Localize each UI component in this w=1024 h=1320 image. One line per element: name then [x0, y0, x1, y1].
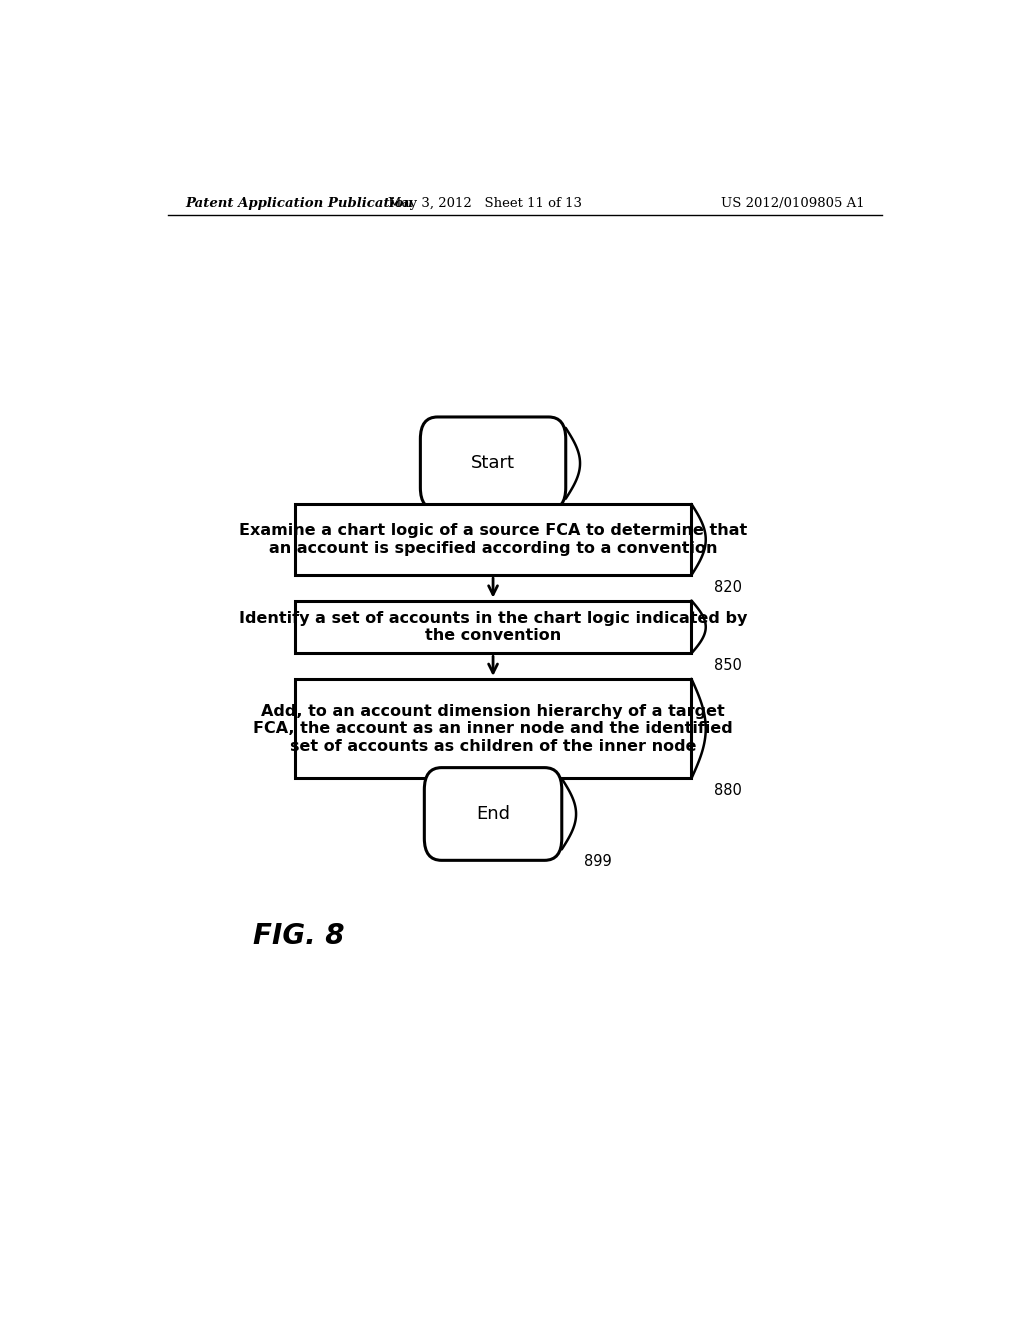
Text: US 2012/0109805 A1: US 2012/0109805 A1 [721, 197, 864, 210]
Text: Start: Start [471, 454, 515, 473]
Text: 880: 880 [714, 784, 741, 799]
Text: End: End [476, 805, 510, 822]
Text: May 3, 2012   Sheet 11 of 13: May 3, 2012 Sheet 11 of 13 [388, 197, 582, 210]
Text: 850: 850 [714, 659, 741, 673]
Text: Examine a chart logic of a source FCA to determine that
an account is specified : Examine a chart logic of a source FCA to… [239, 523, 748, 556]
FancyBboxPatch shape [295, 601, 691, 653]
FancyBboxPatch shape [295, 504, 691, 576]
Text: Patent Application Publication: Patent Application Publication [185, 197, 414, 210]
FancyBboxPatch shape [421, 417, 565, 510]
Text: 899: 899 [584, 854, 611, 870]
Text: Identify a set of accounts in the chart logic indicated by
the convention: Identify a set of accounts in the chart … [239, 611, 748, 643]
FancyBboxPatch shape [424, 768, 562, 861]
Text: FIG. 8: FIG. 8 [253, 921, 344, 950]
Text: 820: 820 [714, 581, 741, 595]
Text: 801: 801 [588, 504, 615, 519]
FancyBboxPatch shape [295, 678, 691, 779]
Text: Add, to an account dimension hierarchy of a target
FCA, the account as an inner : Add, to an account dimension hierarchy o… [253, 704, 733, 754]
